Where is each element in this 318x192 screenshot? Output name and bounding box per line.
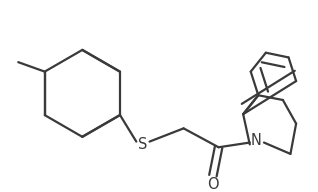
Text: O: O bbox=[207, 177, 219, 192]
Text: N: N bbox=[251, 133, 262, 148]
Text: S: S bbox=[138, 137, 148, 152]
